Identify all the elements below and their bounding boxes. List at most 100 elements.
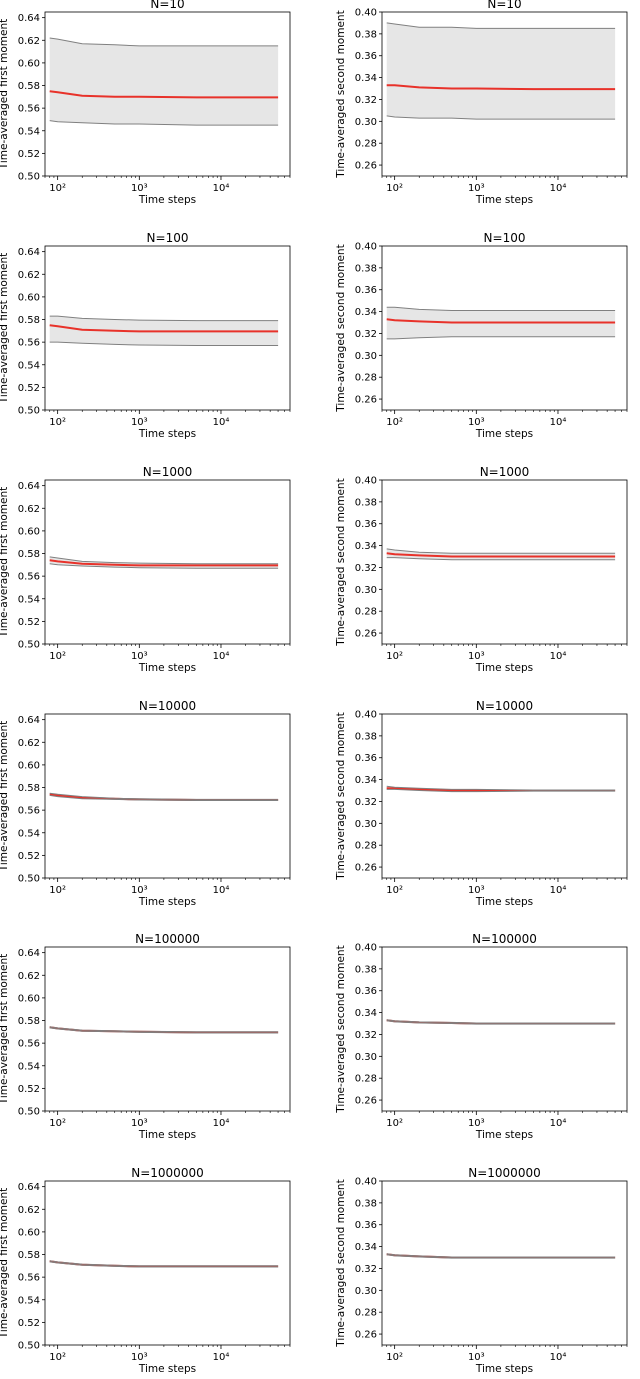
upper-line [49,37,279,47]
x-axis-label: Time steps [138,428,196,440]
y-tick-label: 0.64 [18,1182,40,1193]
y-tick-label: 0.50 [18,1341,40,1352]
y-tick-label: 0.36 [355,986,377,997]
x-tick-label: 10² [49,1352,66,1363]
chart-title: N=10 [150,0,184,11]
axes-frame [44,479,291,645]
x-tick-label: 10⁴ [550,1118,567,1129]
y-tick-label: 0.34 [355,1242,377,1253]
x-tick-label: 10⁴ [213,1352,230,1363]
x-axis-label: Time steps [475,896,533,908]
y-tick-label: 0.62 [18,971,40,982]
x-tick-label: 10⁴ [550,885,567,896]
x-tick-label: 10³ [468,885,485,896]
y-tick-label: 0.30 [355,117,377,128]
y-tick-label: 0.38 [355,964,377,975]
y-tick-label: 0.54 [18,360,40,371]
axes-frame [381,245,628,411]
lower-line [386,557,616,561]
y-tick-label: 0.32 [355,797,377,808]
x-tick-label: 10² [386,1118,403,1129]
x-tick-label: 10² [386,183,403,194]
y-tick-label: 0.32 [355,329,377,340]
x-axis-label: Time steps [475,194,533,206]
x-tick-label: 10⁴ [213,1118,230,1129]
lower-line [386,1020,616,1025]
y-tick-label: 0.34 [355,1008,377,1019]
y-tick-label: 0.60 [18,58,40,69]
y-tick-label: 0.50 [18,406,40,417]
upper-line [49,556,279,565]
y-tick-label: 0.56 [18,1039,40,1050]
y-tick-label: 0.52 [18,149,40,160]
y-tick-label: 0.56 [18,1273,40,1284]
y-tick-label: 0.54 [18,126,40,137]
x-tick-label: 10² [49,651,66,662]
y-tick-label: 0.30 [355,819,377,830]
y-axis-label: Time-averaged second moment [335,945,347,1113]
y-tick-label: 0.58 [18,1250,40,1261]
y-tick-label: 0.30 [355,1052,377,1063]
x-tick-label: 10³ [131,1118,148,1129]
y-tick-label: 0.38 [355,29,377,40]
y-tick-label: 0.58 [18,315,40,326]
y-tick-label: 0.58 [18,1016,40,1027]
y-tick-label: 0.52 [18,617,40,628]
chart-title: N=1000 [480,465,530,479]
x-tick-label: 10³ [131,885,148,896]
y-tick-label: 0.34 [355,307,377,318]
y-tick-label: 0.50 [18,172,40,183]
y-tick-label: 0.32 [355,1264,377,1275]
mean-line [49,559,279,567]
x-tick-label: 10⁴ [213,885,230,896]
y-tick-label: 0.36 [355,285,377,296]
y-tick-label: 0.26 [355,629,377,640]
subplot-5: 0.50 0.52 0.54 0.56 0.58 0.60 0.62 0.64 10² 10³ 10… [0,465,291,674]
upper-line [386,306,616,311]
chart-title: N=1000000 [131,1166,203,1180]
x-tick-label: 10² [49,885,66,896]
x-tick-label: 10³ [468,183,485,194]
y-tick-label: 0.34 [355,775,377,786]
y-axis-label: Time-averaged second moment [335,712,347,880]
x-tick-label: 10⁴ [550,1352,567,1363]
y-tick-label: 0.26 [355,1096,377,1107]
x-axis-label: Time steps [138,1363,196,1375]
chart-title: N=1000000 [468,1166,540,1180]
subplot-12: 0.26 0.28 0.30 0.32 0.34 0.36 0.38 0.40 10² 10³ 10… [335,1166,628,1375]
x-tick-label: 10² [386,1352,403,1363]
mean-line [386,84,616,91]
y-tick-label: 0.38 [355,1198,377,1209]
x-tick-label: 10⁴ [550,651,567,662]
y-tick-label: 0.36 [355,1220,377,1231]
y-tick-label: 0.64 [18,247,40,258]
subplot-4: 0.26 0.28 0.30 0.32 0.34 0.36 0.38 0.40 10² 10³ 10… [335,231,628,440]
lower-line [386,1254,616,1259]
x-axis-label: Time steps [475,1129,533,1141]
y-tick-label: 0.40 [355,1177,377,1188]
axes-frame [44,11,291,177]
y-tick-label: 0.40 [355,242,377,253]
y-tick-label: 0.54 [18,1295,40,1306]
lower-line [49,563,279,569]
axes-frame [381,946,628,1112]
lower-line [386,115,616,120]
x-tick-label: 10³ [468,417,485,428]
x-tick-label: 10⁴ [550,183,567,194]
x-tick-label: 10³ [468,1352,485,1363]
x-tick-label: 10³ [131,1352,148,1363]
upper-line [386,1253,616,1258]
y-tick-label: 0.40 [355,710,377,721]
y-tick-label: 0.40 [355,476,377,487]
y-tick-label: 0.64 [18,481,40,492]
y-tick-label: 0.52 [18,851,40,862]
y-tick-label: 0.56 [18,806,40,817]
subplot-8: 0.26 0.28 0.30 0.32 0.34 0.36 0.38 0.40 10² 10³ 10… [335,699,628,908]
x-axis-label: Time steps [138,1129,196,1141]
y-tick-label: 0.32 [355,1030,377,1041]
y-tick-label: 0.30 [355,351,377,362]
x-tick-label: 10³ [131,417,148,428]
upper-line [386,22,616,29]
y-tick-label: 0.60 [18,760,40,771]
y-tick-label: 0.26 [355,863,377,874]
